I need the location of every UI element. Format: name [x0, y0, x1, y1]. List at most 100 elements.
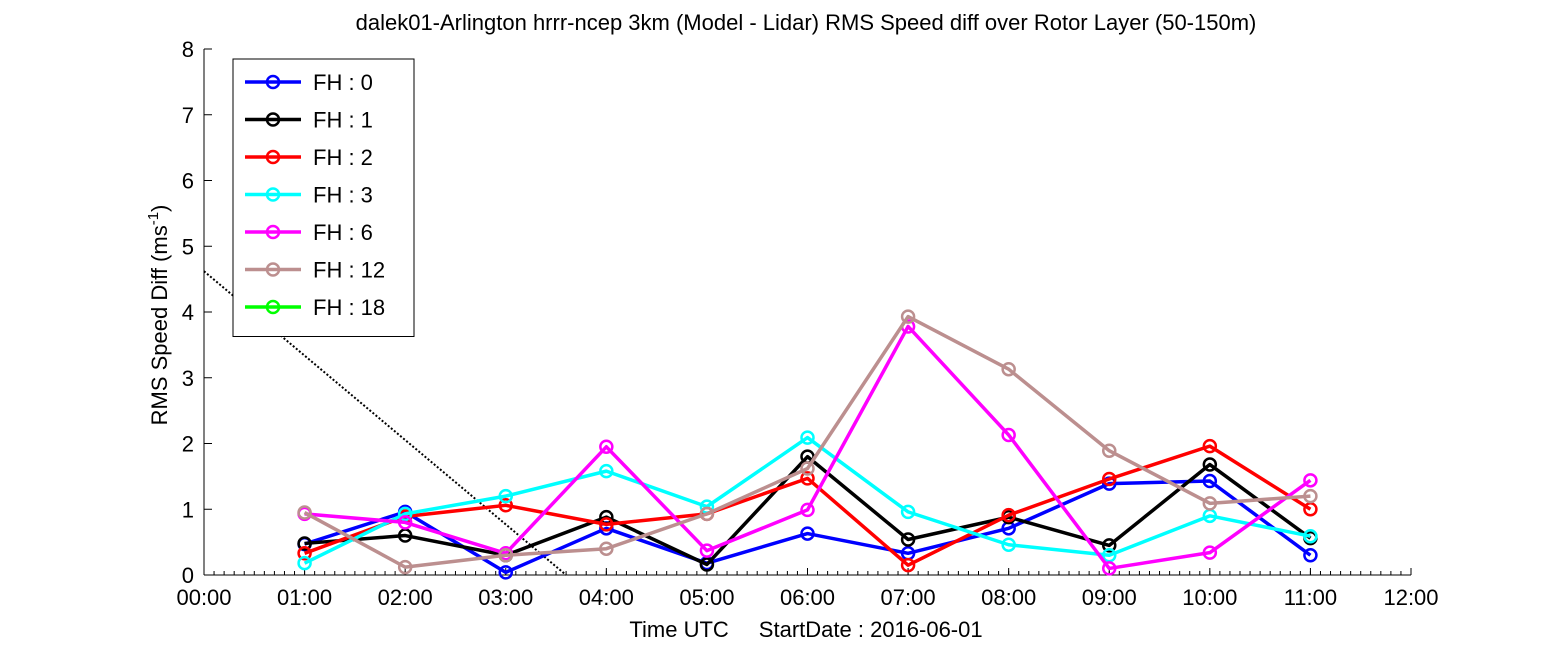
legend-marker — [265, 224, 281, 240]
data-point — [800, 461, 815, 476]
legend-label: FH : 0 — [313, 70, 373, 95]
data-point — [1102, 561, 1117, 576]
y-tick-label: 1 — [182, 497, 194, 522]
data-point — [1303, 473, 1318, 488]
data-point — [1102, 471, 1117, 487]
y-tick-label: 6 — [182, 169, 194, 194]
x-tick-label: 05:00 — [679, 585, 734, 610]
x-tick-label: 12:00 — [1383, 585, 1438, 610]
y-tick-label: 5 — [182, 234, 194, 259]
legend-item: FH : 6 — [245, 220, 373, 245]
y-tick-label: 7 — [182, 103, 194, 128]
dotted-line — [203, 270, 567, 576]
legend-label: FH : 2 — [313, 145, 373, 170]
data-point — [599, 541, 614, 556]
data-point — [1303, 548, 1318, 563]
data-point — [800, 526, 815, 541]
legend-label: FH : 18 — [313, 295, 385, 320]
y-axis-label: RMS Speed Diff (ms-1) — [145, 205, 172, 426]
x-axis-label-main: Time UTC — [629, 617, 729, 642]
data-point — [599, 439, 614, 455]
data-point — [1102, 443, 1117, 458]
x-axis-label-startdate: StartDate : 2016-06-01 — [759, 617, 983, 642]
legend-label: FH : 3 — [313, 183, 373, 208]
legend-item: FH : 3 — [245, 183, 373, 208]
y-tick-label: 3 — [182, 366, 194, 391]
legend-item: FH : 12 — [245, 258, 385, 283]
x-axis-label: Time UTC StartDate : 2016-06-01 — [629, 617, 982, 642]
data-point — [1303, 488, 1318, 504]
x-tick-label: 00:00 — [176, 585, 231, 610]
data-point — [900, 309, 916, 324]
x-tick-label: 10:00 — [1182, 585, 1237, 610]
y-axis-label-unit-superscript: -1 — [145, 212, 162, 225]
x-tick-label: 11:00 — [1284, 585, 1337, 610]
legend-marker — [265, 112, 281, 127]
data-point — [1102, 538, 1117, 553]
legend-marker — [265, 149, 281, 165]
x-tick-label: 04:00 — [579, 585, 634, 610]
data-point — [599, 517, 614, 532]
data-point — [699, 506, 715, 522]
data-point — [599, 463, 614, 479]
y-tick-label: 8 — [182, 37, 194, 62]
series-line — [304, 479, 1312, 575]
data-point — [699, 543, 715, 558]
data-point — [297, 536, 312, 551]
series-fh-12 — [297, 309, 1318, 575]
series-line — [303, 435, 1311, 565]
data-point — [800, 502, 815, 518]
y-tick-label: 2 — [182, 432, 194, 457]
legend-marker — [265, 187, 281, 202]
series-line — [304, 324, 1312, 571]
data-point — [1001, 427, 1016, 443]
data-point — [1202, 545, 1218, 560]
data-point — [297, 505, 312, 520]
data-point — [900, 557, 916, 573]
legend-marker — [265, 74, 281, 90]
legend-label: FH : 1 — [313, 108, 373, 133]
data-point — [498, 548, 513, 563]
data-point — [1303, 528, 1318, 544]
data-point — [1202, 496, 1218, 511]
x-tick-label: 09:00 — [1082, 585, 1137, 610]
series-line — [304, 454, 1312, 567]
data-point — [297, 555, 312, 571]
data-point — [699, 557, 715, 572]
y-axis-label-main: RMS Speed Diff (ms — [147, 225, 172, 425]
legend-marker — [265, 299, 281, 315]
x-tick-label: 01:00 — [277, 585, 332, 610]
series-fh-6 — [297, 319, 1318, 576]
data-point — [800, 430, 815, 445]
legend: FH : 0 FH : 1 FH : 2 FH : 3 FH : 6 FH : 12 FH … — [232, 58, 415, 337]
y-tick-label: 4 — [182, 300, 194, 325]
series-layer — [297, 309, 1318, 580]
data-point — [800, 471, 815, 486]
x-tick-label: 02:00 — [378, 585, 433, 610]
y-axis-ticks: 0 1 2 3 4 5 6 7 8 — [182, 37, 212, 588]
data-point — [397, 559, 413, 575]
x-tick-label: 06:00 — [780, 585, 835, 610]
x-axis-minor-ticks — [203, 571, 1412, 575]
data-point — [1202, 457, 1218, 472]
x-tick-label: 08:00 — [981, 585, 1036, 610]
data-point — [397, 506, 413, 522]
legend-item: FH : 1 — [245, 108, 373, 133]
x-axis-ticks: 00:00 01:00 02:00 03:00 04:00 05:00 06:00 07:00… — [176, 568, 1439, 610]
series-fh-3 — [297, 430, 1318, 571]
data-point — [397, 515, 413, 530]
legend-label: FH : 6 — [313, 220, 373, 245]
legend-label: FH : 12 — [313, 258, 385, 283]
x-tick-label: 03:00 — [478, 585, 533, 610]
legend-item: FH : 2 — [245, 145, 373, 170]
data-point — [1202, 473, 1218, 489]
data-point — [498, 498, 513, 513]
data-point — [1001, 361, 1016, 377]
data-point — [297, 546, 312, 561]
legend-item: FH : 0 — [245, 70, 373, 95]
data-point — [1001, 537, 1016, 553]
legend-item: FH : 18 — [245, 295, 385, 320]
legend-box — [232, 58, 415, 337]
series-line — [303, 314, 1311, 569]
